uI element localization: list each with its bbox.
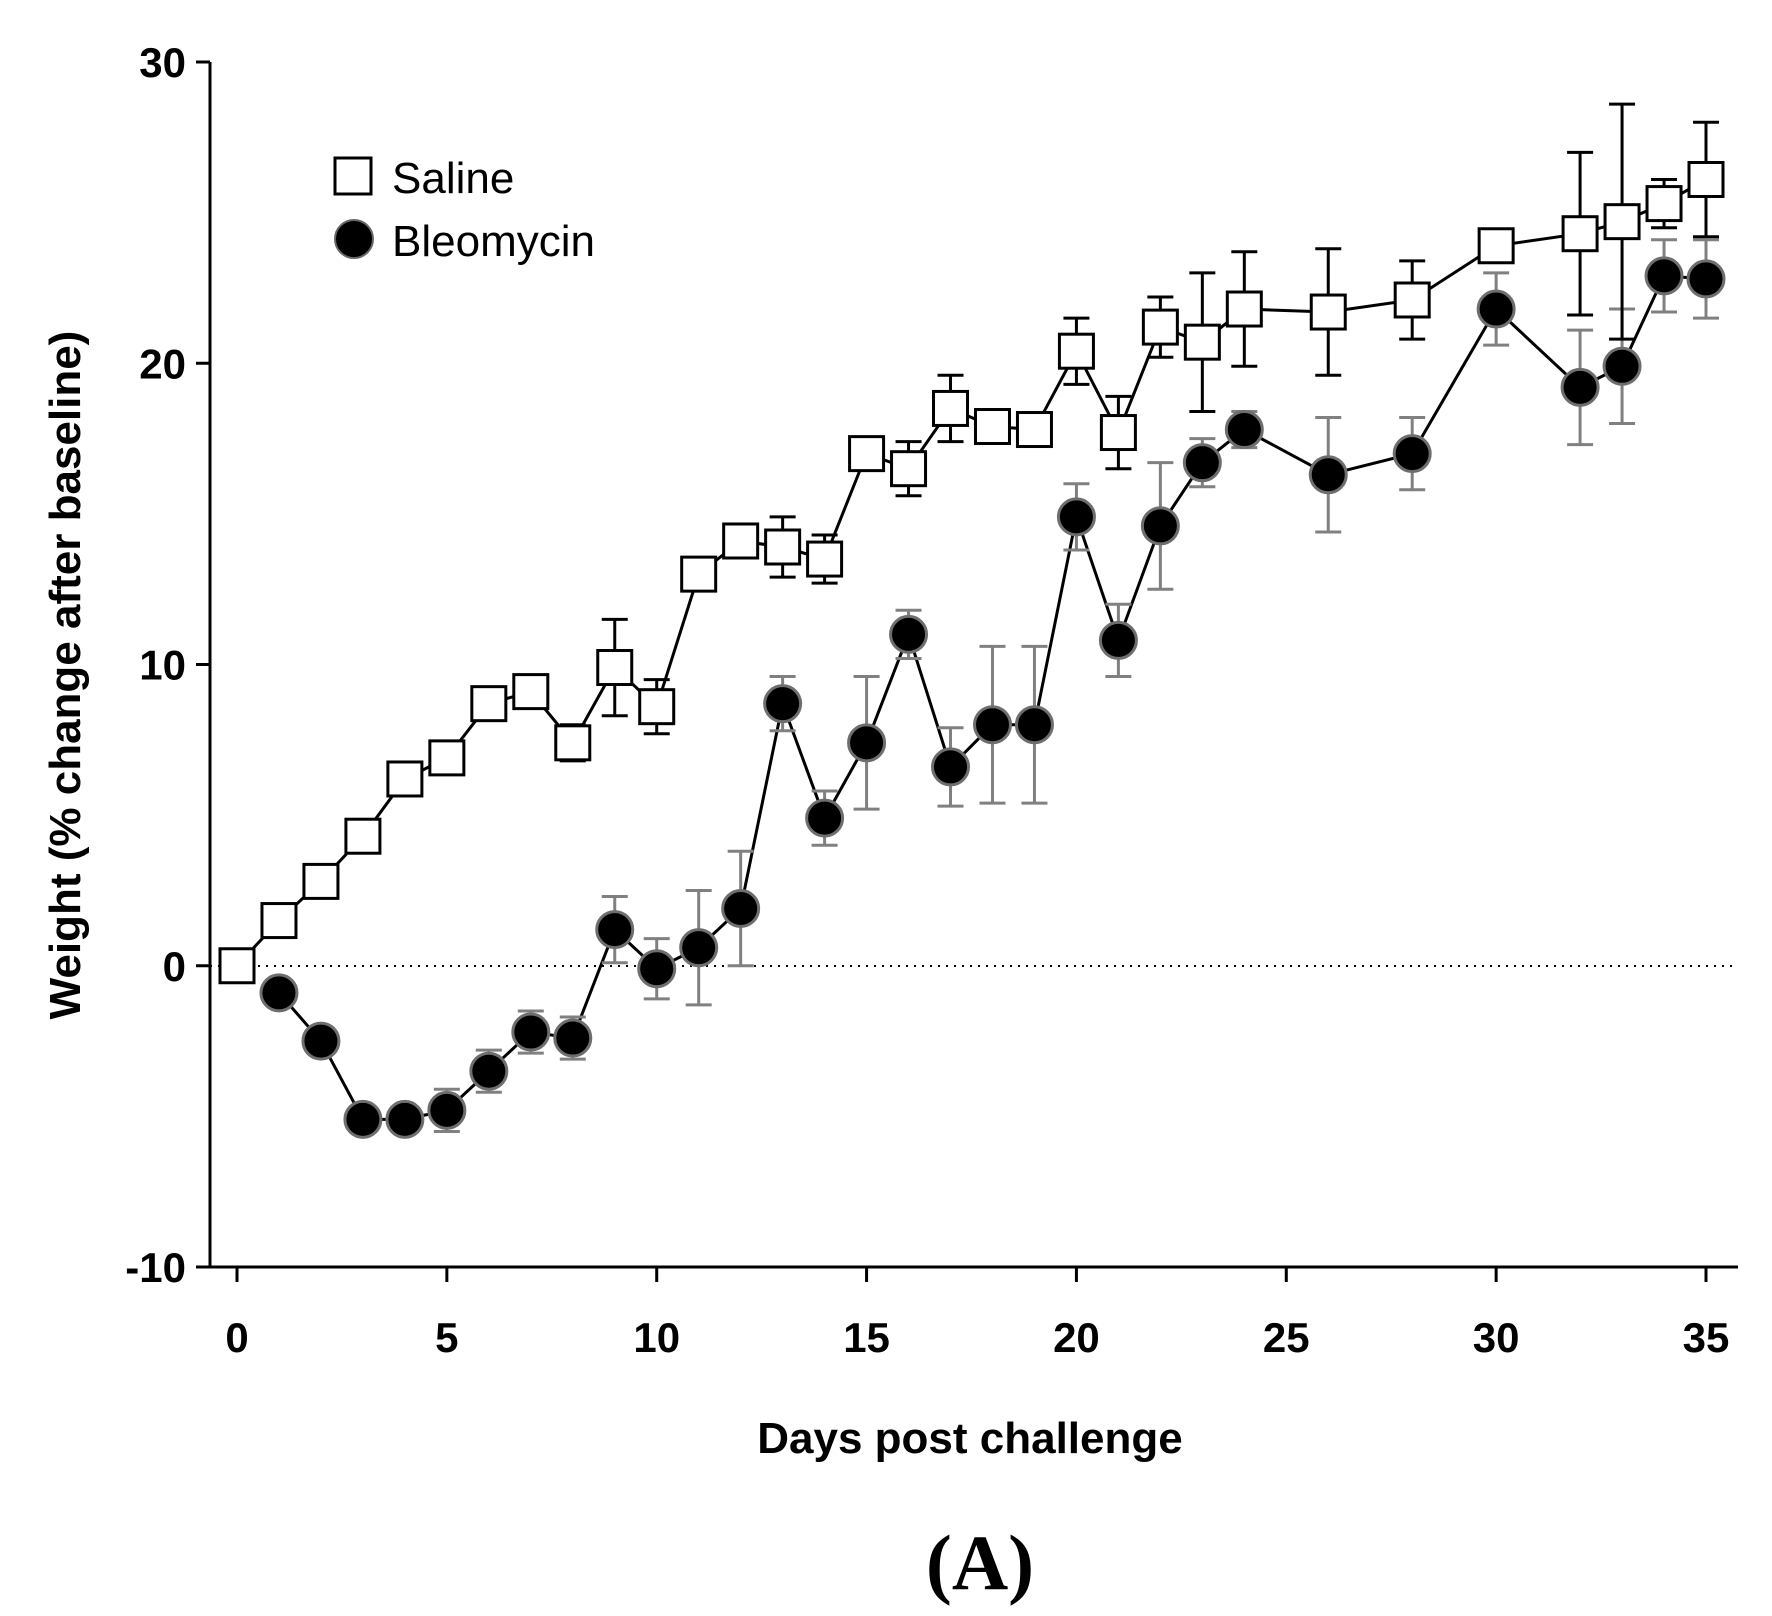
- bleomycin-point: [637, 949, 677, 989]
- x-tick-label: 10: [633, 1314, 680, 1361]
- saline-point: [1057, 332, 1095, 370]
- bleomycin-point: [469, 1051, 509, 1091]
- bleomycin-point: [889, 614, 929, 654]
- bleomycin-point: [553, 1018, 593, 1058]
- x-tick-label: 5: [435, 1314, 458, 1361]
- saline-point: [1477, 227, 1515, 265]
- bleomycin-point: [679, 928, 719, 968]
- saline-point: [638, 688, 676, 726]
- saline-point: [1393, 281, 1431, 319]
- x-tick-label: 15: [843, 1314, 890, 1361]
- bleomycin-point: [1560, 367, 1600, 407]
- bleomycin-point: [385, 1099, 425, 1139]
- bleomycin-point: [931, 747, 971, 787]
- x-tick-label: 25: [1263, 1314, 1310, 1361]
- saline-point: [1225, 290, 1263, 328]
- saline-point: [1561, 215, 1599, 253]
- y-tick-label: -10: [125, 1244, 186, 1291]
- saline-point: [848, 435, 886, 473]
- saline-point: [932, 389, 970, 427]
- x-axis-title: Days post challenge: [757, 1414, 1182, 1463]
- bleomycin-point: [1686, 259, 1726, 299]
- bleomycin-point: [1098, 620, 1138, 660]
- bleomycin-point: [1644, 256, 1684, 296]
- y-axis-title: Weight (% change after baseline): [41, 331, 90, 1020]
- bleomycin-point: [1014, 705, 1054, 745]
- legend-bleomycin-marker: [334, 219, 374, 259]
- series-layer: [218, 102, 1726, 1139]
- series-bleomycin: [259, 238, 1726, 1139]
- bleomycin-point: [511, 1012, 551, 1052]
- saline-point: [218, 947, 256, 985]
- y-tick-label: 30: [139, 39, 186, 86]
- legend-saline-label: Saline: [392, 154, 514, 203]
- y-tick-label: 20: [139, 340, 186, 387]
- legend-saline-marker: [333, 156, 373, 196]
- saline-point: [1015, 411, 1053, 449]
- x-tick-label: 0: [225, 1314, 248, 1361]
- x-tick-label: 35: [1683, 1314, 1730, 1361]
- x-ticks: 0 5 10 15 20 25 30 35: [225, 1267, 1729, 1361]
- y-tick-label: 10: [139, 642, 186, 689]
- saline-point: [1645, 185, 1683, 223]
- bleomycin-point: [805, 798, 845, 838]
- saline-point: [806, 540, 844, 578]
- bleomycin-point: [721, 889, 761, 929]
- bleomycin-point: [1140, 506, 1180, 546]
- saline-point: [890, 450, 928, 488]
- saline-point: [1141, 308, 1179, 346]
- saline-point: [596, 649, 634, 687]
- saline-point: [470, 685, 508, 723]
- y-ticks: -10 0 10 20 30: [125, 39, 210, 1291]
- bleomycin-point: [259, 973, 299, 1013]
- saline-point: [302, 862, 340, 900]
- saline-point: [722, 522, 760, 560]
- bleomycin-point: [301, 1021, 341, 1061]
- bleomycin-point: [847, 723, 887, 763]
- saline-point: [1603, 203, 1641, 241]
- bleomycin-point: [1602, 346, 1642, 386]
- legend-bleomycin-label: Bleomycin: [392, 217, 595, 266]
- bleomycin-point: [1476, 289, 1516, 329]
- x-tick-label: 30: [1473, 1314, 1520, 1361]
- bleomycin-point: [427, 1090, 467, 1130]
- saline-point: [1309, 293, 1347, 331]
- y-tick-label: 0: [163, 943, 186, 990]
- saline-point: [973, 408, 1011, 446]
- saline-point: [1099, 414, 1137, 452]
- bleomycin-point: [595, 910, 635, 950]
- saline-point: [1183, 323, 1221, 361]
- bleomycin-point: [763, 684, 803, 724]
- saline-point: [512, 673, 550, 711]
- legend: Saline Bleomycin: [333, 154, 595, 266]
- saline-point: [764, 528, 802, 566]
- x-tick-label: 20: [1053, 1314, 1100, 1361]
- bleomycin-point: [1056, 497, 1096, 537]
- series-saline: [218, 102, 1725, 985]
- bleomycin-point: [1392, 434, 1432, 474]
- saline-point: [554, 724, 592, 762]
- saline-point: [386, 760, 424, 798]
- bleomycin-point: [972, 705, 1012, 745]
- bleomycin-point: [1308, 455, 1348, 495]
- bleomycin-point: [343, 1099, 383, 1139]
- panel-label: (A): [926, 1519, 1034, 1606]
- bleomycin-point: [1182, 443, 1222, 483]
- saline-point: [428, 739, 466, 777]
- saline-point: [1687, 160, 1725, 198]
- saline-point: [344, 817, 382, 855]
- saline-point: [260, 902, 298, 940]
- bleomycin-point: [1224, 410, 1264, 450]
- saline-point: [680, 555, 718, 593]
